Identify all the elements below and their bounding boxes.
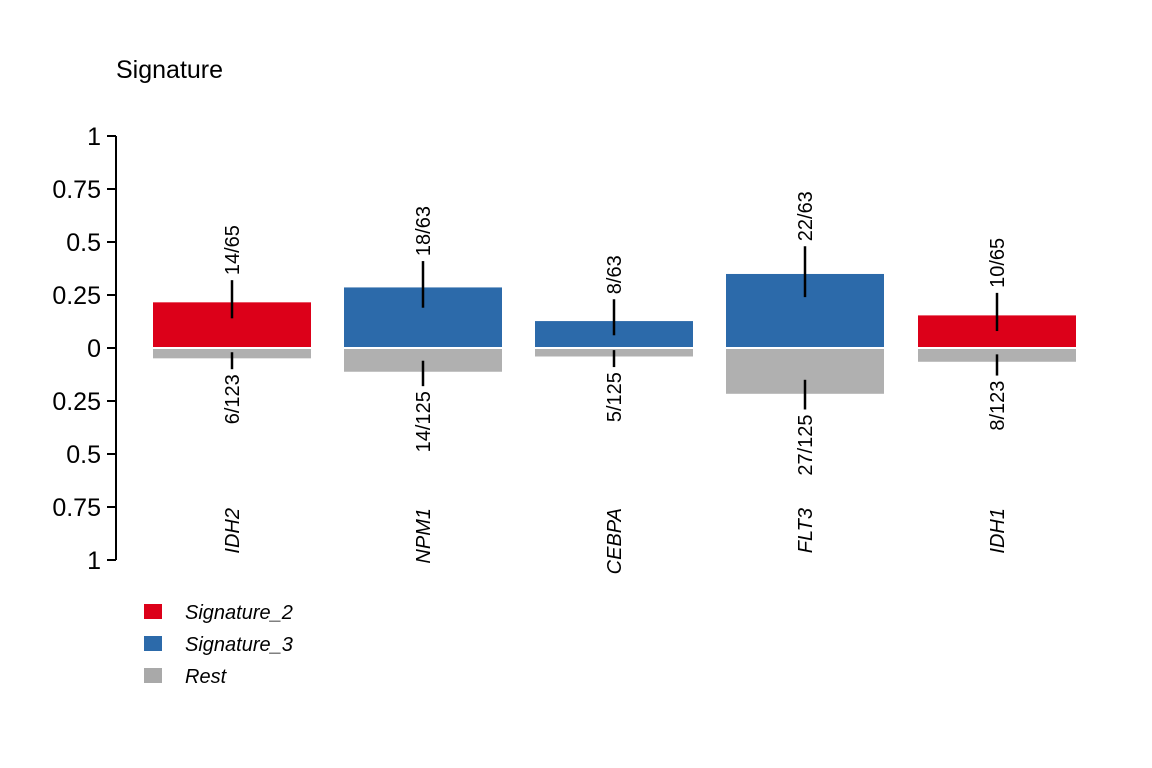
fraction-labels: 14/65 10/65 18/63 8/63 22/63 6/123 14/125 5/125… xyxy=(222,191,1009,475)
y-tick-label: 1 xyxy=(87,123,101,151)
fraction-label: 6/123 xyxy=(222,374,244,424)
fraction-label: 8/123 xyxy=(987,381,1009,431)
y-tick-label: 0.75 xyxy=(52,176,101,204)
legend-swatch xyxy=(144,636,162,651)
y-tick-label: 0.25 xyxy=(52,388,101,416)
legend-label: Signature_3 xyxy=(185,634,293,656)
fraction-label: 8/63 xyxy=(604,255,626,294)
y-tick-label: 0.5 xyxy=(66,441,101,469)
fraction-label: 5/125 xyxy=(604,372,626,422)
legend-swatch xyxy=(144,668,162,683)
legend-label: Signature_2 xyxy=(185,602,293,624)
category-label-cebpa: CEBPA xyxy=(604,508,626,574)
fraction-label: 14/65 xyxy=(222,225,244,275)
category-label-idh2: IDH2 xyxy=(222,508,244,554)
fraction-label: 10/65 xyxy=(987,238,1009,288)
category-label-npm1: NPM1 xyxy=(413,508,435,564)
legend-swatch xyxy=(144,604,162,619)
category-labels: IDH2 NPM1 CEBPA FLT3 IDH1 xyxy=(222,508,1009,574)
bar-rest-npm1 xyxy=(344,348,502,372)
y-tick-label: 0.25 xyxy=(52,282,101,310)
category-label-idh1: IDH1 xyxy=(987,508,1009,554)
y-tick-label: 0.75 xyxy=(52,494,101,522)
fraction-label: 22/63 xyxy=(795,191,817,241)
y-axis: 1 0.75 0.5 0.25 0 0.25 0.5 0.75 1 xyxy=(52,123,117,575)
fraction-label: 27/125 xyxy=(795,414,817,475)
error-bars xyxy=(230,246,999,410)
category-label-flt3: FLT3 xyxy=(795,508,817,553)
y-tick-label: 1 xyxy=(87,547,101,575)
fraction-label: 18/63 xyxy=(413,206,435,256)
legend: Signature_2 Signature_3 Rest xyxy=(144,602,293,688)
chart-title: Signature xyxy=(116,56,223,84)
fraction-label: 14/125 xyxy=(413,391,435,452)
y-tick-label: 0.5 xyxy=(66,229,101,257)
y-tick-label: 0 xyxy=(87,335,101,363)
legend-label: Rest xyxy=(185,666,228,688)
